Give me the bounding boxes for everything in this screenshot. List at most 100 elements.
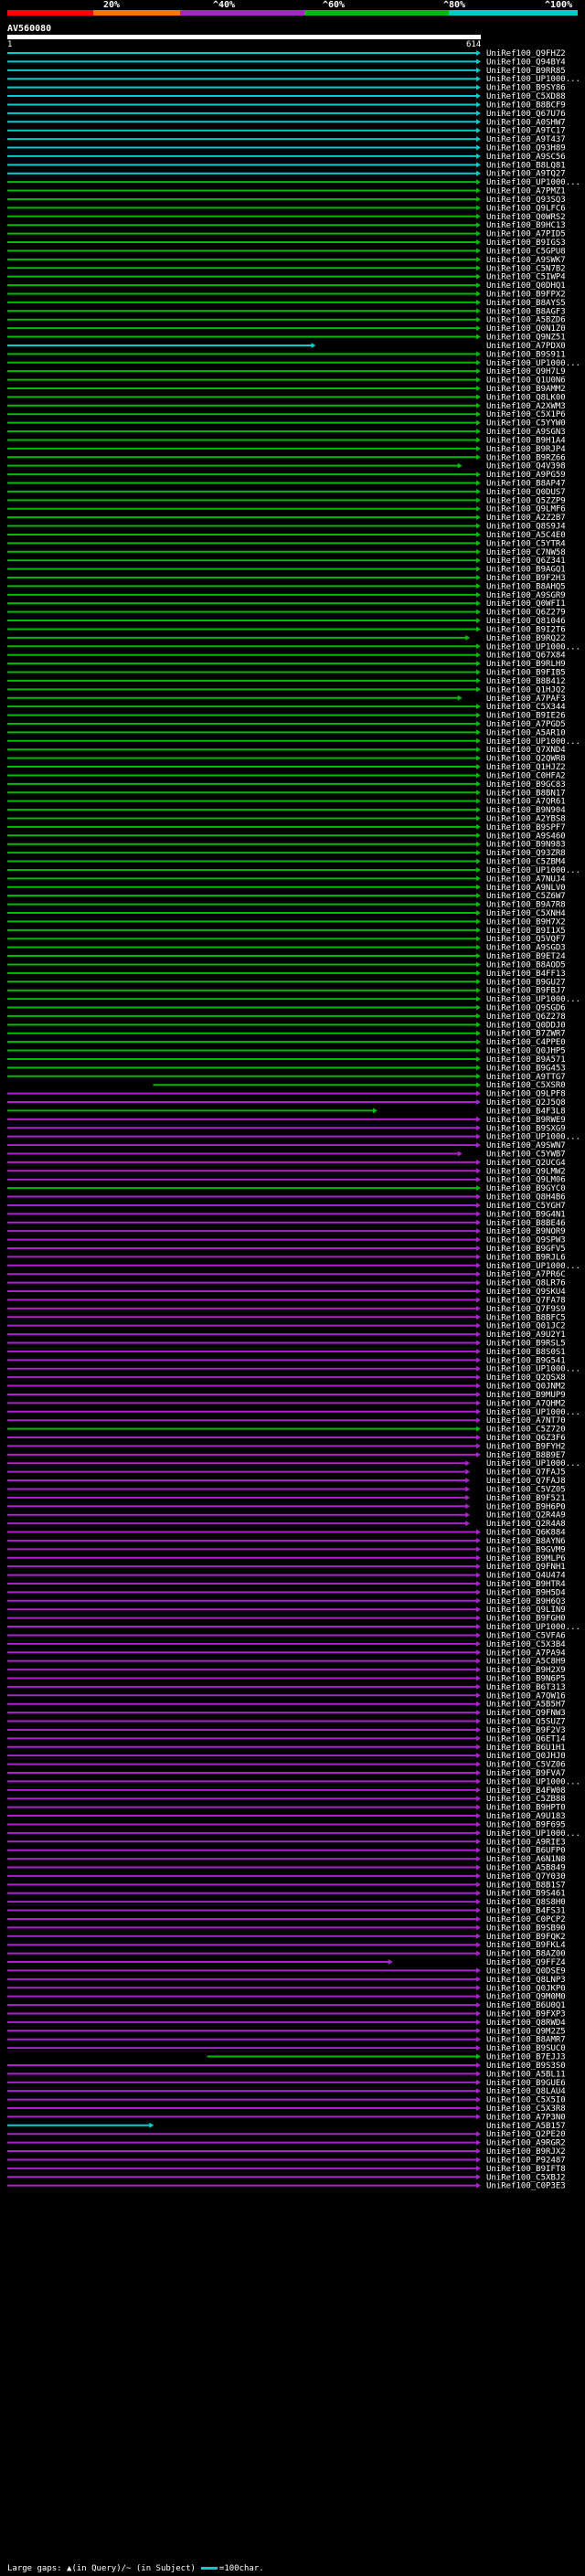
hit-label[interactable]: UniRef100_B7ZWR7 (486, 1030, 566, 1039)
hit-label[interactable]: UniRef100_B8BE46 (486, 1219, 566, 1228)
hit-label[interactable]: UniRef100_B8AGF3 (486, 307, 566, 316)
hit-label[interactable]: UniRef100_B9GYC0 (486, 1184, 566, 1193)
hit-label[interactable]: UniRef100_B9SPF7 (486, 823, 566, 832)
hit-label[interactable]: UniRef100_UP1000... (486, 995, 580, 1004)
hit-label[interactable]: UniRef100_B9RJP4 (486, 445, 566, 454)
hit-label[interactable]: UniRef100_C5N7B2 (486, 264, 566, 273)
hit-label[interactable]: UniRef100_B4F3L8 (486, 1107, 566, 1116)
hit-label[interactable]: UniRef100_B4FW08 (486, 1786, 566, 1796)
hit-label[interactable]: UniRef100_B9FXP3 (486, 2009, 566, 2019)
hit-label[interactable]: UniRef100_Q93ZR8 (486, 849, 566, 858)
hit-label[interactable]: UniRef100_Q0DUS7 (486, 488, 566, 497)
hit-label[interactable]: UniRef100_B9F521 (486, 1494, 566, 1503)
hit-label[interactable]: UniRef100_Q9LM06 (486, 1176, 566, 1185)
hit-label[interactable]: UniRef100_B8AHQ5 (486, 582, 566, 591)
hit-label[interactable]: UniRef100_Q2UCG4 (486, 1159, 566, 1168)
hit-label[interactable]: UniRef100_B9N6P5 (486, 1674, 566, 1683)
hit-label[interactable]: UniRef100_B8S0S1 (486, 1348, 566, 1357)
hit-label[interactable]: UniRef100_B9GU27 (486, 978, 566, 987)
hit-label[interactable]: UniRef100_B9H5D4 (486, 1588, 566, 1597)
hit-label[interactable]: UniRef100_B4FS31 (486, 1907, 566, 1916)
hit-label[interactable]: UniRef100_Q2QSX8 (486, 1373, 566, 1383)
hit-label[interactable]: UniRef100_C7NW58 (486, 548, 566, 557)
hit-label[interactable]: UniRef100_A5B157 (486, 2122, 566, 2131)
hit-label[interactable]: UniRef100_C5VFA6 (486, 1631, 566, 1640)
hit-label[interactable]: UniRef100_B9G541 (486, 1356, 566, 1365)
hit-label[interactable]: UniRef100_C5GPU8 (486, 247, 566, 256)
hit-label[interactable]: UniRef100_B9GUE6 (486, 2079, 566, 2088)
hit-label[interactable]: UniRef100_A2XWM3 (486, 402, 566, 411)
hit-label[interactable]: UniRef100_B8AP47 (486, 480, 566, 489)
hit-label[interactable]: UniRef100_A7QR61 (486, 798, 566, 807)
hit-label[interactable]: UniRef100_C0HFA2 (486, 771, 566, 780)
hit-label[interactable]: UniRef100_Q9LFC6 (486, 204, 566, 213)
hit-label[interactable]: UniRef100_C5X1P6 (486, 410, 566, 419)
hit-label[interactable]: UniRef100_Q9LIN9 (486, 1606, 566, 1615)
hit-label[interactable]: UniRef100_B9H1A4 (486, 436, 566, 445)
hit-label[interactable]: UniRef100_B6UFP0 (486, 1847, 566, 1856)
hit-label[interactable]: UniRef100_A7PAF3 (486, 694, 566, 704)
hit-label[interactable]: UniRef100_B8LQ81 (486, 161, 566, 170)
hit-label[interactable]: UniRef100_C0PCP2 (486, 1915, 566, 1924)
hit-label[interactable]: UniRef100_C5ZBM4 (486, 858, 566, 867)
hit-label[interactable]: UniRef100_C5XSR0 (486, 1081, 566, 1090)
hit-label[interactable]: UniRef100_Q4U474 (486, 1572, 566, 1581)
hit-label[interactable]: UniRef100_Q2PE20 (486, 2130, 566, 2139)
hit-label[interactable]: UniRef100_A9TTG7 (486, 1073, 566, 1082)
hit-label[interactable]: UniRef100_Q9FFZ4 (486, 1958, 566, 1967)
hit-label[interactable]: UniRef100_C5XBJ2 (486, 2173, 566, 2182)
hit-label[interactable]: UniRef100_B9FPX2 (486, 290, 566, 299)
hit-label[interactable]: UniRef100_Q0WFI1 (486, 599, 566, 609)
hit-label[interactable]: UniRef100_B6T313 (486, 1683, 566, 1692)
hit-label[interactable]: UniRef100_A7PGD5 (486, 720, 566, 729)
hit-label[interactable]: UniRef100_Q0DHQ1 (486, 281, 566, 291)
hit-label[interactable]: UniRef100_B6U0Q1 (486, 2001, 566, 2010)
hit-label[interactable]: UniRef100_Q0JHP5 (486, 1047, 566, 1056)
hit-label[interactable]: UniRef100_Q5SUZ7 (486, 1718, 566, 1727)
hit-label[interactable]: UniRef100_Q94BY4 (486, 58, 566, 67)
hit-label[interactable]: UniRef100_B9RWE9 (486, 1116, 566, 1125)
hit-label[interactable]: UniRef100_A9SWK7 (486, 256, 566, 265)
hit-label[interactable]: UniRef100_B9FQK2 (486, 1933, 566, 1942)
hit-label[interactable]: UniRef100_B9FYH2 (486, 1442, 566, 1451)
hit-label[interactable]: UniRef100_A2Z2B7 (486, 514, 566, 523)
hit-label[interactable]: UniRef100_UP1000... (486, 1133, 580, 1142)
hit-label[interactable]: UniRef100_Q0WRS2 (486, 213, 566, 222)
hit-label[interactable]: UniRef100_Q8RWD4 (486, 2019, 566, 2028)
hit-label[interactable]: UniRef100_Q7Y030 (486, 1872, 566, 1882)
hit-label[interactable]: UniRef100_A9U2Y1 (486, 1330, 566, 1340)
hit-label[interactable]: UniRef100_B9H2X9 (486, 1666, 566, 1675)
hit-label[interactable]: UniRef100_A6N1N8 (486, 1855, 566, 1864)
hit-label[interactable]: UniRef100_Q9FNW3 (486, 1709, 566, 1718)
hit-label[interactable]: UniRef100_C5VZ06 (486, 1761, 566, 1770)
hit-label[interactable]: UniRef100_Q67X84 (486, 652, 566, 661)
hit-label[interactable]: UniRef100_B8AOD5 (486, 960, 566, 970)
hit-label[interactable]: UniRef100_A9U183 (486, 1812, 566, 1821)
hit-label[interactable]: UniRef100_B9FKL4 (486, 1941, 566, 1950)
hit-label[interactable]: UniRef100_Q81046 (486, 617, 566, 626)
hit-label[interactable]: UniRef100_B9SUC0 (486, 2044, 566, 2053)
hit-label[interactable]: UniRef100_B9NOR9 (486, 1227, 566, 1236)
hit-label[interactable]: UniRef100_A5BZD6 (486, 316, 566, 325)
hit-label[interactable]: UniRef100_B9HC13 (486, 221, 566, 230)
hit-label[interactable]: UniRef100_Q7F9S9 (486, 1305, 566, 1314)
hit-label[interactable]: UniRef100_C5IWP4 (486, 273, 566, 282)
hit-label[interactable]: UniRef100_A9S460 (486, 832, 566, 841)
hit-label[interactable]: UniRef100_P92487 (486, 2156, 566, 2165)
hit-label[interactable]: UniRef100_B9RJX2 (486, 2147, 566, 2157)
hit-label[interactable]: UniRef100_B9MLP6 (486, 1554, 566, 1564)
hit-label[interactable]: UniRef100_Q7FAJ8 (486, 1477, 566, 1486)
hit-label[interactable]: UniRef100_B9IGS3 (486, 239, 566, 248)
hit-label[interactable]: UniRef100_B9RQ22 (486, 634, 566, 643)
hit-label[interactable]: UniRef100_B9HPT0 (486, 1804, 566, 1813)
hit-label[interactable]: UniRef100_Q9FHZ2 (486, 49, 566, 58)
hit-label[interactable]: UniRef100_Q5VQF7 (486, 935, 566, 944)
hit-label[interactable]: UniRef100_C5Z720 (486, 1426, 566, 1435)
hit-label[interactable]: UniRef100_Q6ET14 (486, 1734, 566, 1744)
hit-label[interactable]: UniRef100_Q2J5Q8 (486, 1098, 566, 1108)
hit-label[interactable]: UniRef100_Q8LAU4 (486, 2087, 566, 2096)
hit-label[interactable]: UniRef100_UP1000... (486, 1408, 580, 1417)
hit-label[interactable]: UniRef100_B9IE26 (486, 712, 566, 721)
hit-label[interactable]: UniRef100_C5YWB7 (486, 1150, 566, 1159)
hit-label[interactable]: UniRef100_Q6Z3F6 (486, 1434, 566, 1443)
